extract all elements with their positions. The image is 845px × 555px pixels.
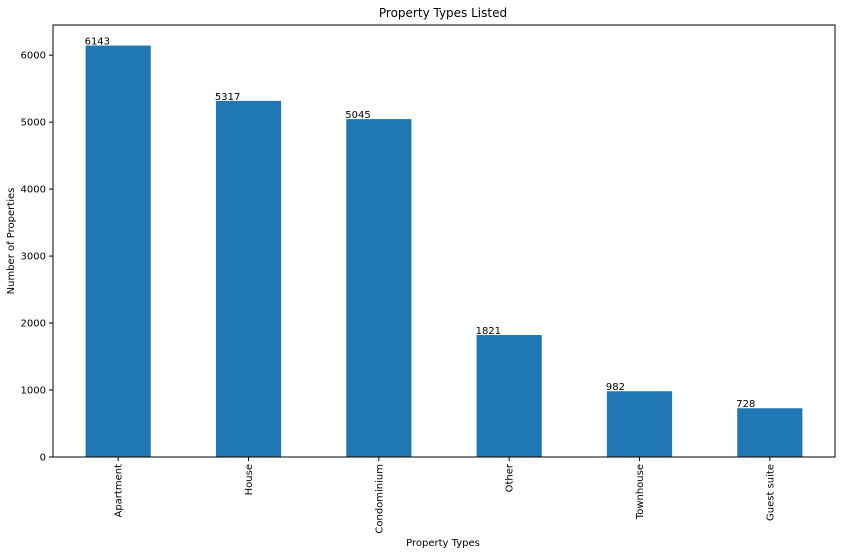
bar-condominium — [346, 119, 412, 457]
x-tick-label-apartment: Apartment — [114, 464, 125, 518]
y-tick-label-2000: 2000 — [21, 319, 46, 330]
data-label-other: 1821 — [476, 326, 501, 337]
chart-title: Property Types Listed — [379, 6, 507, 20]
bars-group — [85, 45, 803, 458]
x-tick-label-house: House — [244, 464, 255, 495]
data-label-apartment: 6143 — [85, 37, 110, 48]
y-tick-label-1000: 1000 — [21, 386, 46, 397]
data-label-townhouse: 982 — [606, 382, 625, 393]
x-tick-label-townhouse: Townhouse — [635, 464, 646, 520]
plot-frame — [52, 24, 836, 458]
y-axis-label: Number of Properties — [6, 188, 17, 295]
bar-townhouse — [606, 391, 673, 457]
x-tick-label-condominium: Condominium — [374, 464, 385, 534]
x-axis-ticks: Apartment House Condominium Other Townhouse G… — [114, 457, 776, 534]
bar-other — [476, 335, 542, 457]
data-label-house: 5317 — [215, 92, 240, 103]
y-tick-label-6000: 6000 — [21, 51, 46, 62]
bar-guest-suite — [737, 408, 803, 457]
data-label-guest-suite: 728 — [736, 399, 755, 410]
y-tick-label-4000: 4000 — [21, 185, 46, 196]
x-axis-label: Property Types — [406, 538, 480, 549]
y-axis-ticks: 0 1000 2000 3000 4000 5000 6000 — [21, 51, 53, 464]
x-tick-label-other: Other — [505, 463, 516, 492]
y-tick-label-3000: 3000 — [21, 252, 46, 263]
data-labels-group: 6143 5317 5045 1821 982 728 — [85, 37, 756, 411]
y-tick-label-5000: 5000 — [21, 118, 46, 129]
bar-house — [215, 100, 282, 457]
data-label-condominium: 5045 — [345, 110, 370, 121]
y-tick-label-0: 0 — [40, 453, 46, 464]
bar-apartment — [85, 45, 151, 458]
x-tick-label-guest-suite: Guest suite — [765, 464, 776, 521]
